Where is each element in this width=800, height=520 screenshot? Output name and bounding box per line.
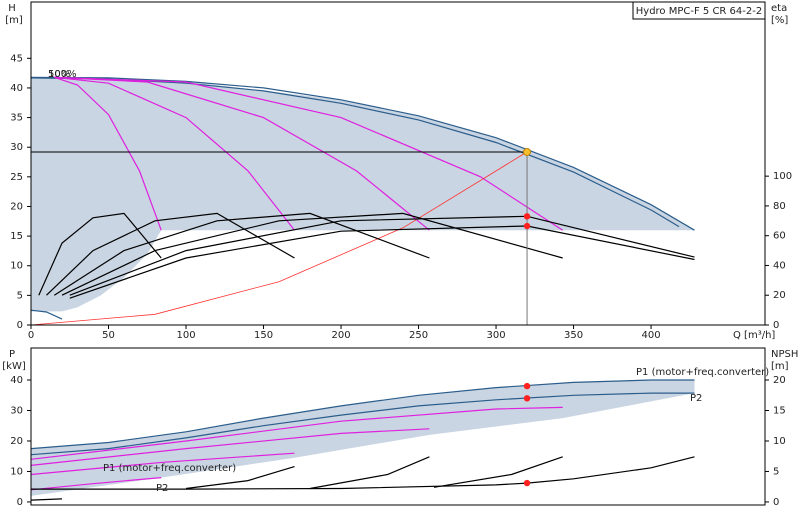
y-tick-label: 45 [10,53,23,64]
y-axis-unit: [m] [5,15,23,26]
y2-tick-label: 0 [773,320,779,331]
x-tick-label: 250 [409,330,428,341]
curve [30,498,63,501]
y2-tick-label: 40 [773,260,786,271]
curve [30,406,563,460]
curve [30,379,695,450]
x-tick-label: 400 [642,330,661,341]
y2-axis-unit: [m] [771,361,789,372]
duty-point [523,147,532,156]
x-tick-label: 0 [28,330,34,341]
operating-point [523,395,531,402]
y-tick-label: 5 [17,290,23,301]
annotation: P1 (motor+freq.converter) [636,367,769,378]
y2-tick-label: 5 [773,466,779,477]
y2-tick-label: 0 [773,497,779,508]
y-tick-label: 0 [17,320,23,331]
y-axis-unit: [kW] [2,361,26,372]
curve [30,428,430,466]
y-tick-label: 30 [10,405,23,416]
x-tick-label: 300 [487,330,506,341]
annotation: P1 (motor+freq.converter) [103,463,236,474]
y2-tick-label: 20 [773,290,786,301]
y2-tick-label: 80 [773,201,786,212]
curve [53,212,430,296]
y2-tick-label: 20 [773,375,786,386]
curve [54,76,564,231]
plot-frame [30,347,766,506]
y-tick-label: 10 [10,261,23,272]
y-tick-label: 40 [10,83,23,94]
y-tick-label: 25 [10,172,23,183]
x-tick-label: 100 [176,330,195,341]
annotation: P2 [690,393,702,404]
curve [54,76,430,231]
curve [30,392,695,456]
curve [30,76,695,231]
curve [54,76,162,231]
operating-point [523,382,531,390]
y-tick-label: 20 [10,201,23,212]
curve [69,225,695,299]
y-tick-label: 30 [10,142,23,153]
curve [30,477,162,491]
curve [185,466,295,490]
y2-tick-label: 100 [773,171,792,182]
curve [38,212,162,296]
curve [69,215,695,296]
operating-point [523,479,531,487]
curve [30,452,295,476]
y-tick-label: 0 [17,497,23,508]
curve [46,212,295,296]
x-tick-label: 200 [331,330,350,341]
curve [309,456,430,490]
curve [54,76,295,231]
y-tick-label: 10 [10,466,23,477]
y2-axis-label: NPSH [771,349,798,360]
annotation: P2 [156,483,168,494]
x-tick-label: 50 [102,330,115,341]
title-box [632,1,766,20]
operating-area [31,77,695,312]
y2-tick-label: 60 [773,231,786,242]
plot-frame [30,1,766,326]
y-axis-label: P [9,349,15,360]
y-tick-label: 20 [10,436,23,447]
y-tick-label: 40 [10,375,23,386]
annotation: 50% [48,69,70,80]
curve [433,456,563,488]
y2-axis-unit: [%] [771,15,788,26]
x-axis-label: Q [m³/h] [733,330,775,341]
curve [31,456,695,490]
chart-title: Hydro MPC-F 5 CR 64-2-2 [636,6,762,17]
x-tick-label: 350 [564,330,583,341]
y-tick-label: 15 [10,231,23,242]
y-tick-label: 35 [10,113,23,124]
y2-axis-label: eta [771,3,787,14]
operating-point [523,222,531,230]
y2-tick-label: 10 [773,436,786,447]
x-tick-label: 150 [254,330,273,341]
operating-point [523,213,531,220]
y-axis-label: H [8,3,16,14]
curve [30,309,63,320]
operating-area [31,380,695,496]
y2-tick-label: 15 [773,405,786,416]
annotation: 100% [48,69,77,80]
curve [30,151,528,326]
